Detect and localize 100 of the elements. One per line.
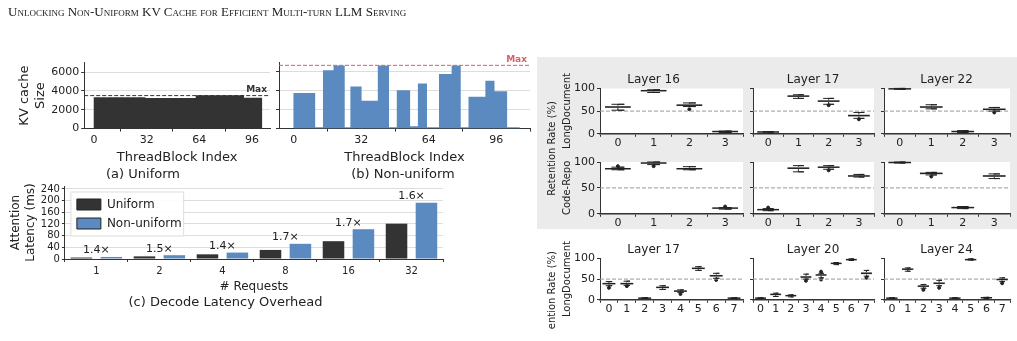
text: Unlocking Non-Uniform KV Cache for Efficient Multi-turn LLM Serving — [8, 4, 408, 21]
x-tick-label: 8 — [282, 264, 289, 276]
x-tick-label: 0 — [896, 216, 904, 230]
x-tick-label: 0 — [764, 216, 772, 230]
x-tick-label: 3 — [721, 136, 729, 150]
y-tick-label: 0 — [72, 121, 80, 135]
x-tick-label: 0 — [896, 136, 904, 150]
chart-title: Layer 16 — [627, 72, 680, 87]
annotation: 1.4× — [209, 238, 236, 252]
x-tick-label: 3 — [935, 302, 943, 316]
x-tick-label: 2 — [685, 136, 693, 150]
x-tick-label: 16 — [342, 264, 355, 276]
x-tick-label: 4 — [676, 302, 684, 316]
x-tick-label: 64 — [192, 133, 207, 147]
x-tick-label: 96 — [244, 133, 259, 147]
x-tick-label: 6 — [847, 302, 855, 316]
x-tick-label: 5 — [967, 302, 975, 316]
y-tick-label: 100 — [574, 251, 595, 265]
x-tick-label: 96 — [489, 133, 504, 147]
y-tick-label: 0 — [588, 292, 595, 306]
x-tick-label: 1 — [623, 302, 631, 316]
y-tick-label: 0 — [588, 206, 595, 220]
y-tick-label: 240 — [40, 182, 60, 194]
x-tick-label: 2 — [641, 302, 649, 316]
x-tick-label: 0 — [614, 136, 622, 150]
x-tick-label: 3 — [990, 136, 998, 150]
x-tick-label: 0 — [764, 136, 772, 150]
x-tick-label: 1 — [794, 136, 802, 150]
x-tick-label: 5 — [832, 302, 840, 316]
x-tick-label: 7 — [730, 302, 738, 316]
chart-title: Layer 20 — [786, 242, 840, 257]
legend-label: Uniform — [106, 197, 155, 212]
y-tick-label: 120 — [40, 217, 60, 229]
x-tick-label: 2 — [685, 216, 693, 230]
x-tick-label: 2 — [825, 136, 833, 150]
x-tick-label: 0 — [888, 302, 896, 316]
x-tick-label: 3 — [990, 216, 998, 230]
x-tick-label: 1 — [904, 302, 912, 316]
x-tick-label: 0 — [757, 302, 765, 316]
chart-title: Layer 17 — [627, 242, 680, 257]
chart-title: Layer 17 — [786, 72, 840, 87]
x-tick-label: 7 — [998, 302, 1006, 316]
x-tick-label: 1 — [927, 136, 935, 150]
y-axis-title: KV cache Size — [16, 65, 47, 126]
x-tick-label: 1 — [794, 216, 802, 230]
ref-line-label: Max — [246, 84, 268, 95]
y-axis-title: Attention Latency (ms) — [8, 183, 37, 262]
x-tick-label: 3 — [659, 302, 667, 316]
y-axis-title: Code-Repo — [560, 160, 572, 216]
x-tick-label: 32 — [139, 133, 154, 147]
x-tick-label: 0 — [290, 133, 298, 147]
chart-title: Layer 22 — [920, 72, 973, 87]
annotation: 1.7× — [272, 230, 299, 244]
y-tick-label: 4000 — [51, 83, 80, 97]
x-tick-label: 5 — [694, 302, 702, 316]
y-tick-label: 50 — [581, 103, 595, 117]
y-tick-label: 6000 — [51, 64, 80, 78]
x-tick-label: 0 — [605, 302, 613, 316]
y-tick-label: 50 — [581, 180, 595, 194]
y-tick-label: 160 — [40, 205, 60, 217]
x-tick-label: 2 — [919, 302, 927, 316]
x-tick-label: 3 — [855, 136, 863, 150]
y-tick-label: 200 — [40, 194, 60, 206]
y-tick-label: 40 — [47, 240, 60, 252]
y-tick-label: 50 — [581, 271, 595, 285]
x-tick-label: 3 — [802, 302, 810, 316]
x-tick-label: 2 — [959, 136, 967, 150]
text: (b) Non-uniform — [351, 165, 455, 181]
annotation: 1.7× — [335, 215, 362, 229]
legend-label: Non-uniform — [106, 216, 182, 231]
y-tick-label: 100 — [574, 81, 595, 95]
x-tick-label: 1 — [93, 264, 100, 276]
annotation: 1.6× — [398, 189, 425, 202]
annotation: 1.4× — [83, 243, 110, 257]
x-tick-label: 0 — [90, 133, 98, 147]
x-tick-label: 3 — [855, 216, 863, 230]
chart-title: Layer 24 — [920, 242, 973, 257]
x-tick-label: 4 — [951, 302, 959, 316]
x-tick-label: 6 — [982, 302, 990, 316]
x-tick-label: 2 — [825, 216, 833, 230]
ref-line-label: Max — [506, 54, 528, 65]
x-tick-label: 6 — [712, 302, 720, 316]
x-axis-title: ThreadBlock Index — [115, 148, 238, 164]
y-tick-label: 100 — [574, 154, 595, 168]
x-tick-label: 4 — [219, 264, 226, 276]
x-axis-title: # Requests — [219, 279, 289, 294]
text: (c) Decode Latency Overhead — [128, 293, 323, 309]
x-tick-label: 1 — [772, 302, 780, 316]
y-axis-title: ention Rate (%) LongDocument — [545, 241, 572, 330]
x-tick-label: 4 — [817, 302, 825, 316]
x-tick-label: 32 — [354, 133, 369, 147]
x-tick-label: 7 — [862, 302, 870, 316]
y-tick-label: 80 — [47, 229, 60, 241]
y-tick-label: 2000 — [51, 102, 80, 116]
x-tick-label: 2 — [959, 216, 967, 230]
y-tick-label: 0 — [53, 252, 60, 264]
x-tick-label: 0 — [614, 216, 622, 230]
x-tick-label: 2 — [787, 302, 795, 316]
x-axis-title: ThreadBlock Index — [343, 148, 466, 164]
x-tick-label: 1 — [650, 216, 658, 230]
